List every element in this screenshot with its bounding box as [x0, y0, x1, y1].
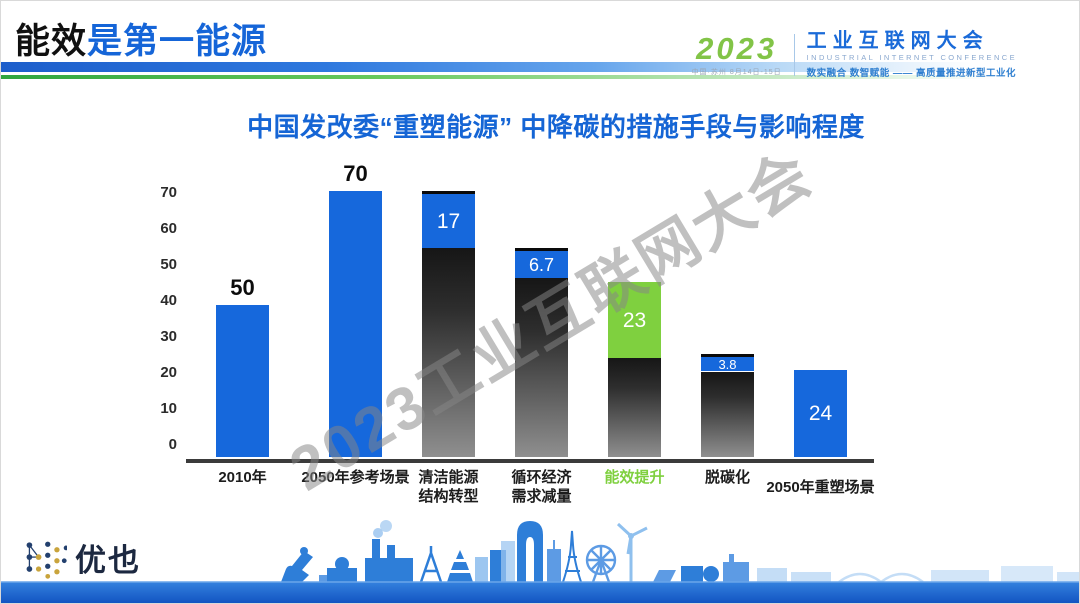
bar-segment-label: 23: [622, 308, 647, 332]
y-tick-label: 10: [160, 400, 177, 417]
category-label: 2050年重塑场景: [766, 479, 875, 496]
conference-slogan: 数实融合 数智赋能 —— 高质量推进新型工业化: [806, 68, 1017, 79]
page-title-black: 能效: [15, 22, 88, 61]
y-tick-label: 0: [168, 436, 177, 453]
youye-logo-icon: [26, 541, 67, 579]
bar-segment: [422, 248, 475, 457]
y-tick-label: 40: [160, 292, 177, 309]
watermark: 2023工业互联网大会: [278, 138, 824, 504]
conference-logo: 2023 中国·苏州 8月14日-15日 工业互联网大会 INDUSTRIAL …: [692, 30, 1017, 80]
category-label: 能效提升: [604, 469, 665, 486]
y-tick-label: 20: [160, 364, 177, 381]
brand-name: 优也: [75, 543, 141, 578]
bar-segment-label: 6.7: [528, 254, 555, 275]
bar-segment: [329, 191, 382, 457]
bar-segment: [701, 371, 754, 457]
category-label: 脱碳化: [704, 469, 750, 486]
conference-name-cn: 工业互联网大会: [806, 30, 989, 52]
bar-value-label: 50: [230, 275, 255, 300]
page-title: 能效是第一能源: [15, 13, 267, 64]
conference-year: 2023: [696, 31, 778, 66]
y-tick-label: 50: [160, 256, 177, 273]
y-tick-label: 30: [160, 328, 177, 345]
brand-logo: 优也: [23, 535, 141, 580]
header-rule-blue: [1, 62, 1079, 72]
skyline-graphic: [1, 520, 1079, 603]
category-label: 清洁能源 结构转型: [418, 469, 479, 505]
conference-year-block: 2023 中国·苏州 8月14日-15日: [692, 33, 782, 77]
header-rule-green: [1, 75, 1079, 79]
bar-segment: [608, 358, 661, 457]
conference-venue: 中国·苏州 8月14日-15日: [691, 69, 782, 76]
bar-segment: 24: [794, 369, 847, 457]
chart-title: 中国发改委“重塑能源” 中降碳的措施手段与影响程度: [247, 112, 865, 142]
bar-segment: 3.8: [701, 354, 754, 372]
logo-divider: [793, 34, 795, 76]
conference-name-en: INDUSTRIAL INTERNET CONFERENCE: [806, 53, 1017, 62]
page-title-blue: 是第一能源: [87, 22, 268, 61]
bar-segment: 17: [422, 191, 475, 248]
bar-segment-label: 17: [436, 209, 461, 233]
category-label: 循环经济 需求减量: [511, 469, 572, 505]
bar-value-label: 70: [343, 161, 368, 186]
bar-segment: [216, 305, 269, 457]
ground-band: [1, 582, 1079, 603]
bar-segment-label: 24: [808, 401, 833, 425]
bar-segment-label: 3.8: [718, 356, 737, 372]
x-axis-line: [186, 459, 874, 463]
conference-name-block: 工业互联网大会 INDUSTRIAL INTERNET CONFERENCE 数…: [806, 30, 1017, 80]
bar-segment: 6.7: [515, 248, 568, 279]
y-tick-label: 60: [160, 220, 177, 237]
bar-segment: 23: [608, 282, 661, 359]
category-label: 2010年: [218, 469, 267, 486]
bar-segment: [515, 278, 568, 457]
y-tick-label: 70: [160, 184, 177, 201]
category-label: 2050年参考场景: [301, 469, 410, 486]
